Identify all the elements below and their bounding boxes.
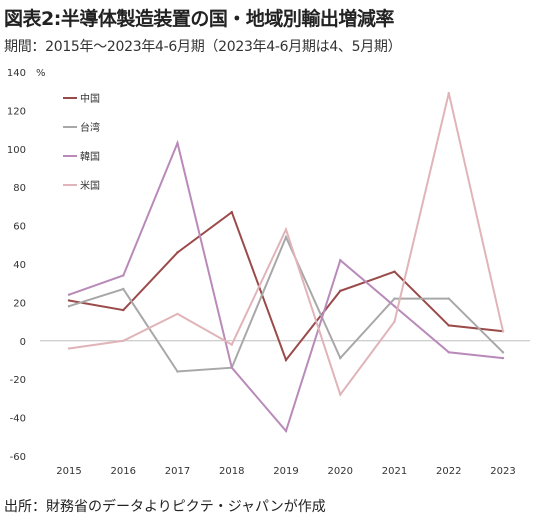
y-tick-label: 0 xyxy=(20,337,26,348)
y-tick-label: -60 xyxy=(10,452,26,463)
data-point xyxy=(284,228,288,231)
y-tick-label: -20 xyxy=(10,375,26,386)
x-tick-label: 2020 xyxy=(328,466,353,477)
chart-title: 図表2:半導体製造装置の国・地域別輸出増減率 xyxy=(4,8,394,30)
data-point xyxy=(284,358,288,362)
data-point xyxy=(447,351,450,354)
data-point xyxy=(176,251,179,254)
data-point xyxy=(230,343,233,346)
data-point xyxy=(122,274,125,277)
source-note: 出所：財務省のデータよりピクテ・ジャパンが作成 xyxy=(4,499,326,515)
data-point xyxy=(339,356,342,360)
y-tick-label: 80 xyxy=(13,183,26,194)
series-line-4 xyxy=(68,92,504,397)
data-point xyxy=(284,235,288,239)
data-point xyxy=(67,293,71,296)
series-line-2 xyxy=(68,234,504,373)
data-point xyxy=(122,308,125,312)
series-lines xyxy=(67,91,505,434)
data-point xyxy=(230,366,233,369)
data-point xyxy=(284,429,288,433)
data-point xyxy=(501,356,505,360)
x-tick-label: 2015 xyxy=(56,466,81,477)
x-tick-label: 2021 xyxy=(382,466,407,477)
y-tick-label: -40 xyxy=(10,414,26,425)
data-point xyxy=(67,305,71,308)
data-point xyxy=(447,91,450,95)
x-tick-label: 2019 xyxy=(273,466,298,477)
data-point xyxy=(393,320,396,323)
y-tick-label: 120 xyxy=(7,106,26,117)
data-point xyxy=(67,299,71,302)
data-point xyxy=(501,351,505,354)
legend-label: 米国 xyxy=(80,179,100,192)
legend-label: 台湾 xyxy=(80,121,100,134)
series-line-1 xyxy=(68,210,504,363)
data-point xyxy=(339,289,342,293)
y-tick-label: 60 xyxy=(13,222,26,233)
data-point xyxy=(447,297,450,300)
y-unit-label: % xyxy=(36,68,46,79)
y-tick-label: 20 xyxy=(13,298,26,309)
data-point xyxy=(393,297,396,300)
data-point xyxy=(176,370,179,373)
data-point xyxy=(393,305,396,308)
x-tick-label: 2022 xyxy=(436,466,461,477)
y-tick-label: 40 xyxy=(13,260,26,271)
x-tick-label: 2023 xyxy=(490,466,515,477)
data-point xyxy=(447,324,450,327)
legend-label: 韓国 xyxy=(80,151,100,163)
x-tick-label: 2016 xyxy=(111,466,136,477)
x-tick-label: 2018 xyxy=(219,466,244,477)
data-point xyxy=(67,347,71,350)
y-tick-label: 100 xyxy=(7,145,26,156)
data-point xyxy=(230,210,233,214)
data-point xyxy=(122,287,125,291)
data-point xyxy=(339,393,342,396)
data-point xyxy=(339,258,342,262)
legend-label: 中国 xyxy=(80,92,100,105)
data-point xyxy=(393,270,396,273)
x-tick-label: 2017 xyxy=(165,466,190,477)
y-tick-label: 140 xyxy=(7,68,26,79)
y-axis: -60 -40 -20 0 20 40 60 80 100 120 140% xyxy=(7,68,530,463)
series-line-3 xyxy=(68,139,504,434)
data-point xyxy=(176,312,179,316)
x-axis: 2015 2016 2017 2018 2019 2020 2021 2022 2023 xyxy=(56,466,515,477)
data-point xyxy=(176,141,179,145)
chart-subtitle: 期間：2015年～2023年4-6月期（2023年4-6月期は4、5月期） xyxy=(4,39,402,55)
data-point xyxy=(122,339,125,342)
data-point xyxy=(501,330,505,333)
